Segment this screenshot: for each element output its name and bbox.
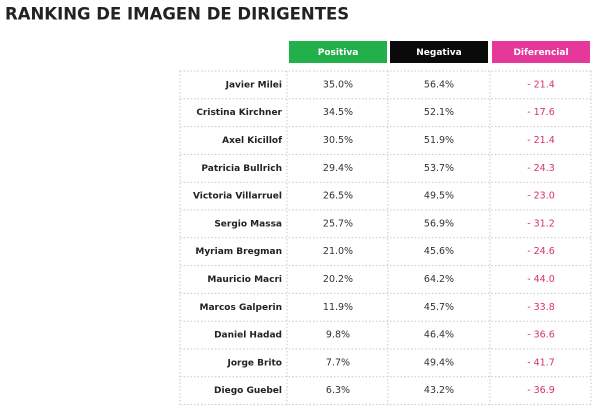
negative-value: 49.4% (424, 357, 454, 368)
title: RANKING DE IMAGEN DE DIRIGENTES (5, 5, 349, 24)
header-label: Diferencial (513, 48, 568, 58)
negative-value: 56.4% (424, 79, 454, 90)
difference-value: - 24.6 (527, 246, 555, 257)
leader-name: Cristina Kirchner (196, 108, 282, 118)
leader-name: Diego Guebel (214, 386, 282, 396)
negative-value: 64.2% (424, 274, 454, 285)
header-negativa (390, 41, 488, 63)
positive-value: 6.3% (326, 385, 350, 396)
positive-value: 30.5% (323, 135, 353, 146)
negative-value: 45.7% (424, 302, 454, 313)
negative-value: 56.9% (424, 218, 454, 229)
leader-name: Patricia Bullrich (201, 164, 282, 174)
positive-value: 11.9% (323, 302, 353, 313)
leader-name: Javier Milei (225, 80, 282, 90)
difference-value: - 23.0 (527, 191, 555, 202)
leader-name: Victoria Villarruel (193, 192, 282, 202)
difference-value: - 36.9 (527, 385, 555, 396)
positive-value: 25.7% (323, 218, 353, 229)
difference-value: - 36.6 (527, 330, 555, 341)
leader-name: Axel Kicillof (222, 136, 282, 146)
leader-name: Sergio Massa (214, 219, 282, 229)
positive-value: 20.2% (323, 274, 353, 285)
header-label: Negativa (416, 48, 461, 58)
leader-name: Mauricio Macri (207, 275, 282, 285)
negative-value: 52.1% (424, 107, 454, 118)
difference-value: - 33.8 (527, 302, 555, 313)
leader-name: Daniel Hadad (214, 331, 282, 341)
difference-value: - 31.2 (527, 218, 555, 229)
difference-value: - 17.6 (527, 107, 555, 118)
header-label: Positiva (318, 48, 359, 58)
positive-value: 34.5% (323, 107, 353, 118)
positive-value: 7.7% (326, 357, 350, 368)
positive-value: 21.0% (323, 246, 353, 257)
difference-value: - 24.3 (527, 163, 555, 174)
difference-value: - 21.4 (527, 135, 555, 146)
negative-value: 51.9% (424, 135, 454, 146)
difference-value: - 44.0 (527, 274, 555, 285)
leader-name: Marcos Galperin (200, 303, 283, 313)
header-diferencial (492, 41, 590, 63)
positive-value: 35.0% (323, 79, 353, 90)
positive-value: 9.8% (326, 330, 350, 341)
negative-value: 53.7% (424, 163, 454, 174)
positive-value: 26.5% (323, 191, 353, 202)
difference-value: - 41.7 (527, 357, 555, 368)
negative-value: 49.5% (424, 191, 454, 202)
negative-value: 45.6% (424, 246, 454, 257)
negative-value: 43.2% (424, 385, 454, 396)
header-positiva (289, 41, 387, 63)
leader-name: Myriam Bregman (195, 247, 282, 257)
leader-name: Jorge Brito (226, 358, 282, 368)
negative-value: 46.4% (424, 330, 454, 341)
difference-value: - 21.4 (527, 79, 555, 90)
positive-value: 29.4% (323, 163, 353, 174)
